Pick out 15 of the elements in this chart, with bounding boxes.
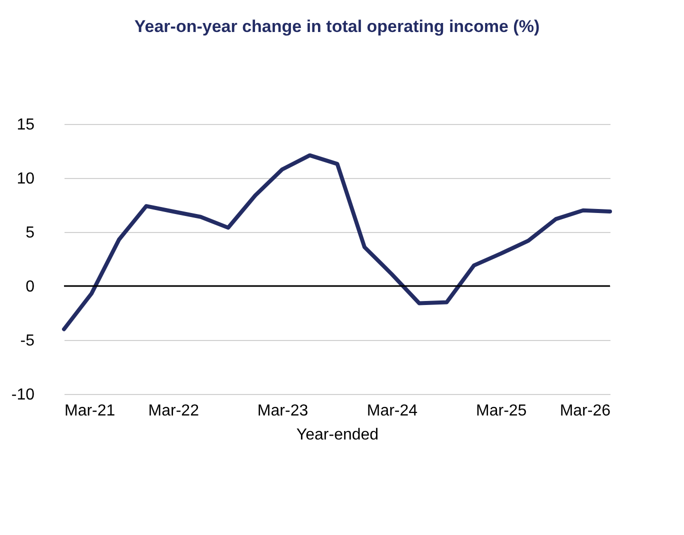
y-tick-label: 0: [26, 278, 35, 296]
y-tick-label: -5: [20, 332, 35, 350]
x-axis-title: Year-ended: [296, 426, 379, 444]
x-tick-label: Mar-22: [148, 402, 200, 420]
y-tick-label: 15: [16, 116, 35, 134]
y-tick-label: 5: [26, 224, 35, 242]
y-tick-label: 10: [16, 170, 35, 188]
x-tick-label: Mar-25: [476, 402, 527, 420]
chart-title: Year-on-year change in total operating income (%): [134, 17, 540, 36]
x-tick-label: Mar-24: [366, 402, 418, 420]
line-series: [62, 153, 612, 332]
x-tick-label: Mar-26: [560, 402, 611, 420]
y-tick-label: -10: [11, 386, 35, 404]
x-tick-label: Mar-21: [64, 402, 116, 420]
x-tick-label: Mar-23: [257, 402, 308, 420]
